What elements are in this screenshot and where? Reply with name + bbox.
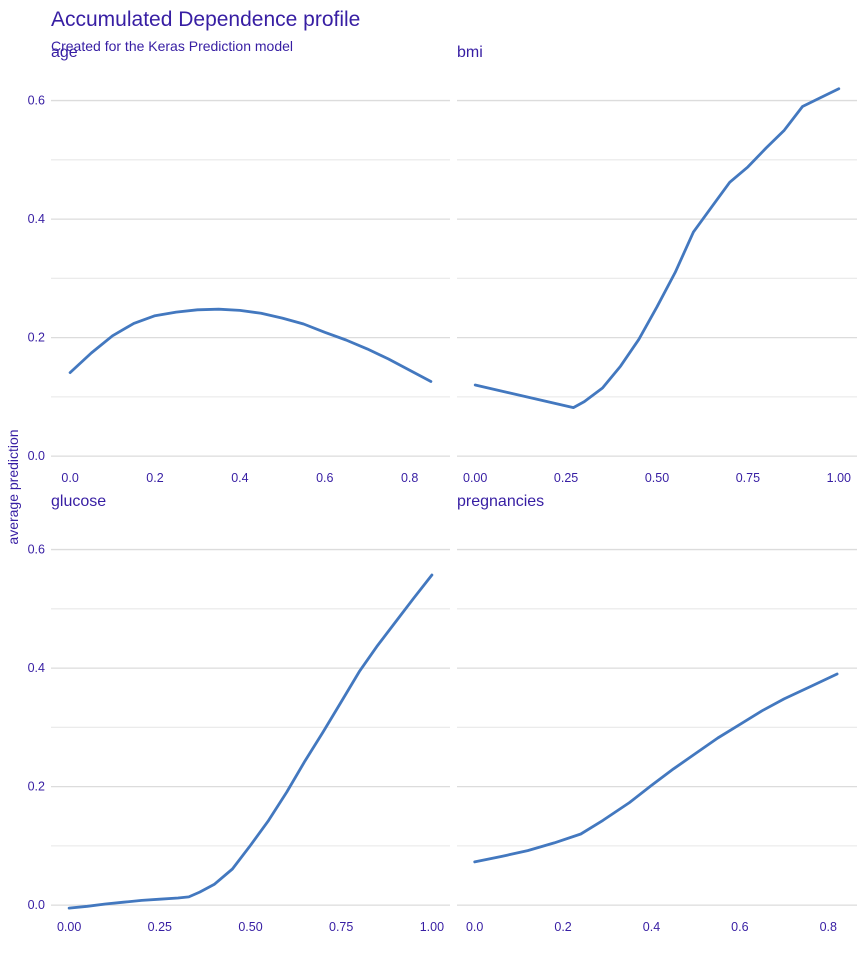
- chart-subtitle: Created for the Keras Prediction model: [51, 38, 293, 54]
- y-tick-label: 0.2: [28, 780, 45, 794]
- panel-title: bmi: [457, 44, 483, 61]
- y-tick-label: 0.4: [28, 661, 45, 675]
- x-tick-label: 0.75: [736, 471, 760, 485]
- y-tick-label: 0.6: [28, 543, 45, 557]
- y-tick-label: 0.2: [28, 331, 45, 345]
- x-tick-label: 0.8: [401, 471, 418, 485]
- ale-line-age: [68, 307, 433, 383]
- x-tick-label: 0.50: [645, 471, 669, 485]
- x-tick-label: 0.2: [146, 471, 163, 485]
- panel-age: 0.0 0.2 0.4 0.6 0.0 0.2 0.4 0.6 0.8 age: [28, 44, 450, 485]
- x-tick-label: 0.75: [329, 920, 353, 934]
- x-tick-label: 0.50: [238, 920, 262, 934]
- y-tick-label: 0.6: [28, 94, 45, 108]
- x-tick-label: 0.6: [731, 920, 748, 934]
- panel-title: pregnancies: [457, 493, 544, 510]
- x-tick-label: 0.2: [554, 920, 571, 934]
- chart-title: Accumulated Dependence profile: [51, 8, 360, 31]
- x-tick-label: 0.4: [231, 471, 248, 485]
- panel-title: glucose: [51, 493, 106, 510]
- x-tick-label: 0.25: [148, 920, 172, 934]
- panel-bmi: 0.00 0.25 0.50 0.75 1.00 bmi: [457, 44, 857, 485]
- x-tick-label: 0.00: [463, 471, 487, 485]
- x-tick-label: 0.0: [61, 471, 78, 485]
- x-tick-label: 0.4: [643, 920, 660, 934]
- panel-glucose: 0.0 0.2 0.4 0.6 0.00 0.25 0.50 0.75 1.00 glucose: [28, 493, 450, 934]
- panel-title: age: [51, 44, 78, 61]
- y-tick-label: 0.0: [28, 898, 45, 912]
- x-tick-label: 0.25: [554, 471, 578, 485]
- x-tick-label: 0.0: [466, 920, 483, 934]
- y-tick-label: 0.4: [28, 212, 45, 226]
- x-tick-label: 0.6: [316, 471, 333, 485]
- y-tick-label: 0.0: [28, 449, 45, 463]
- y-axis-label: average prediction: [5, 429, 21, 544]
- ale-line-glucose: [67, 573, 434, 910]
- x-tick-label: 1.00: [827, 471, 851, 485]
- x-tick-label: 1.00: [420, 920, 444, 934]
- x-tick-label: 0.8: [820, 920, 837, 934]
- ale-line-bmi: [473, 87, 841, 409]
- ale-line-pregnancies: [473, 672, 839, 864]
- x-tick-label: 0.00: [57, 920, 81, 934]
- panel-pregnancies: 0.0 0.2 0.4 0.6 0.8 pregnancies: [457, 493, 857, 934]
